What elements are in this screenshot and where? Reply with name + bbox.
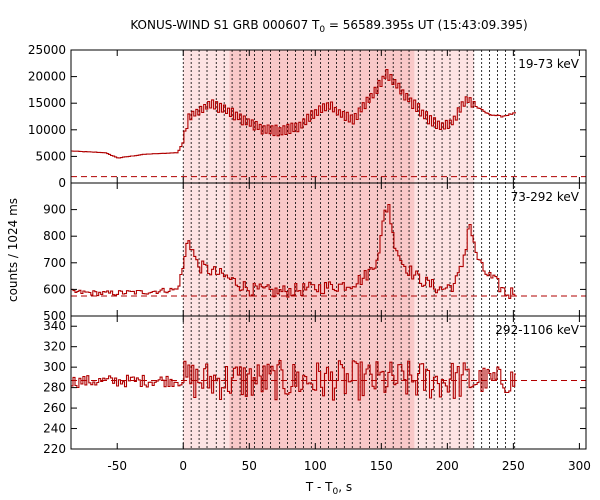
y-tick-label-1-3: 800 xyxy=(43,229,66,243)
y-tick-label-2-0: 220 xyxy=(43,442,66,456)
light-curve-1 xyxy=(71,203,516,299)
y-tick-label-1-0: 500 xyxy=(43,309,66,323)
y-axis-title: counts / 1024 ms xyxy=(6,198,20,302)
y-tick-label-2-4: 300 xyxy=(43,360,66,374)
x-tick-label-4: 150 xyxy=(370,459,393,473)
x-tick-label-5: 200 xyxy=(436,459,459,473)
x-axis-title: T - T0, s xyxy=(305,480,352,497)
y-tick-label-0-0: 0 xyxy=(58,176,66,190)
light-curve-0 xyxy=(71,69,516,159)
y-tick-label-2-1: 240 xyxy=(43,422,66,436)
y-tick-label-0-3: 15000 xyxy=(28,96,66,110)
x-tick-label-7: 300 xyxy=(568,459,591,473)
y-tick-label-0-1: 5000 xyxy=(35,149,66,163)
y-tick-label-0-4: 20000 xyxy=(28,70,66,84)
x-tick-label-3: 100 xyxy=(304,459,327,473)
energy-band-label-1: 73-292 keV xyxy=(511,190,580,204)
energy-band-label-0: 19-73 keV xyxy=(518,57,580,71)
shaded-interval-1 xyxy=(229,50,415,449)
light-curve-2 xyxy=(71,359,516,401)
x-tick-label-0: -50 xyxy=(107,459,127,473)
y-tick-label-1-4: 900 xyxy=(43,203,66,217)
x-tick-label-2: 50 xyxy=(242,459,257,473)
y-tick-label-0-2: 10000 xyxy=(28,123,66,137)
y-tick-label-2-6: 340 xyxy=(43,319,66,333)
panel-frame-2 xyxy=(70,315,587,450)
x-tick-label-6: 250 xyxy=(502,459,525,473)
chart-title: KONUS-WIND S1 GRB 000607 T0 = 56589.395s… xyxy=(130,18,527,35)
y-tick-label-1-1: 600 xyxy=(43,282,66,296)
x-tick-label-1: 0 xyxy=(179,459,187,473)
y-tick-label-2-2: 260 xyxy=(43,401,66,415)
y-tick-label-2-3: 280 xyxy=(43,381,66,395)
y-tick-label-2-5: 320 xyxy=(43,340,66,354)
y-tick-label-1-2: 700 xyxy=(43,256,66,270)
energy-band-label-2: 292-1106 keV xyxy=(495,323,579,337)
y-tick-label-0-5: 25000 xyxy=(28,43,66,57)
